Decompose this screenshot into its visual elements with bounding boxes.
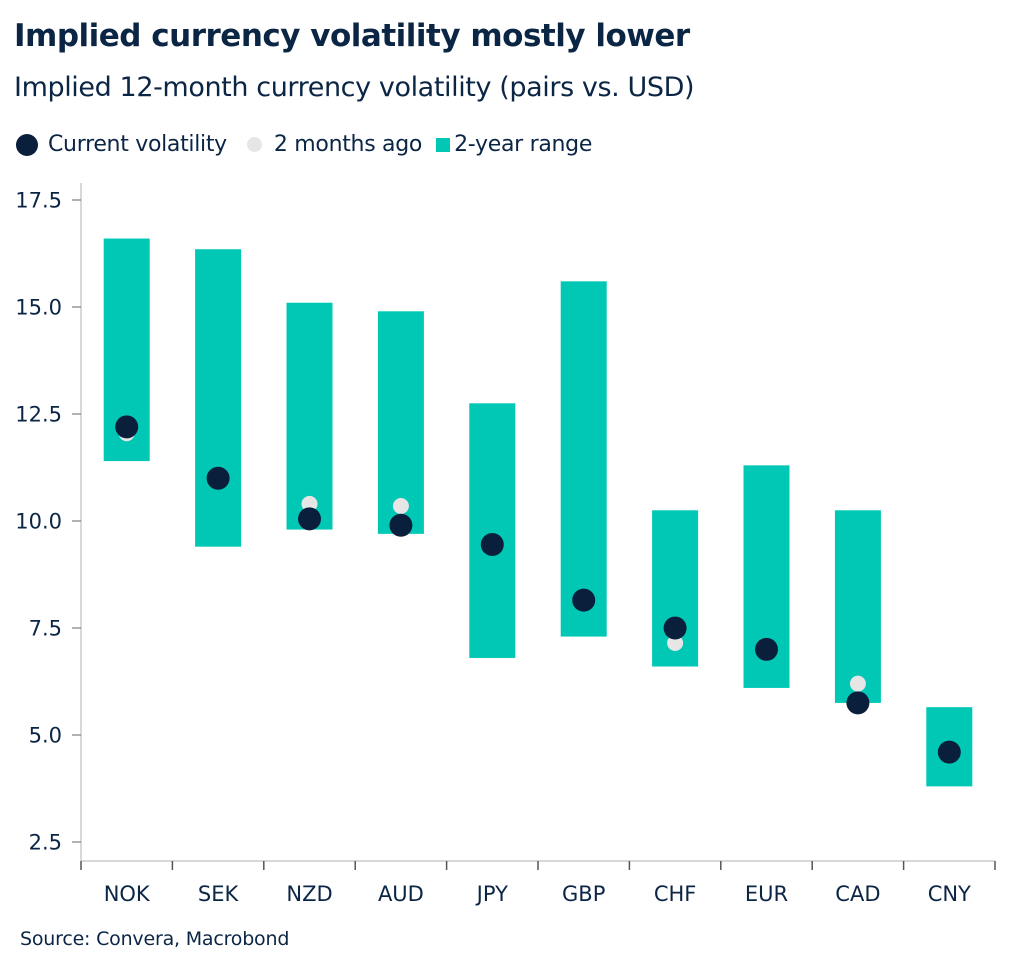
range-bar-cad bbox=[834, 510, 881, 703]
chart-title: Implied currency volatility mostly lower bbox=[14, 18, 690, 54]
source-note: Source: Convera, Macrobond bbox=[20, 928, 290, 950]
dark-circle-icon bbox=[16, 133, 38, 156]
current-dot-sek bbox=[206, 466, 230, 490]
range-bar-gbp bbox=[560, 281, 607, 637]
y-tick-label: 15.0 bbox=[15, 296, 62, 320]
current-dot-cad bbox=[846, 691, 870, 715]
range-bar-aud bbox=[377, 311, 424, 534]
legend: Current volatility 2 months ago 2-year r… bbox=[16, 132, 592, 157]
x-tick-label-nok: NOK bbox=[104, 882, 151, 906]
x-tick-label-nzd: NZD bbox=[286, 882, 332, 906]
legend-label-current: Current volatility bbox=[48, 132, 227, 157]
y-tick-label: 12.5 bbox=[15, 403, 62, 427]
current-dot-jpy bbox=[480, 533, 504, 557]
two-months-ago-dot-nzd bbox=[301, 495, 318, 512]
current-dot-eur bbox=[755, 637, 778, 661]
current-dot-nzd bbox=[298, 507, 321, 531]
x-tick-label-chf: CHF bbox=[654, 882, 697, 906]
two-months-ago-dot-cad bbox=[849, 675, 866, 692]
legend-item-two-months-ago: 2 months ago bbox=[241, 132, 422, 157]
x-tick-label-sek: SEK bbox=[198, 882, 240, 906]
teal-square-icon bbox=[436, 137, 451, 152]
chart-subtitle: Implied 12-month currency volatility (pa… bbox=[14, 72, 695, 103]
x-tick-label-aud: AUD bbox=[378, 882, 424, 906]
y-tick-label: 2.5 bbox=[29, 831, 62, 855]
legend-label-two-months-ago: 2 months ago bbox=[273, 132, 423, 157]
current-dot-nok bbox=[115, 415, 139, 439]
two-months-ago-dot-chf bbox=[667, 634, 684, 651]
legend-item-current: Current volatility bbox=[16, 132, 227, 157]
current-dot-aud bbox=[389, 513, 413, 537]
light-circle-icon bbox=[246, 137, 262, 152]
two-months-ago-dot-aud bbox=[392, 498, 409, 515]
legend-item-range: 2-year range bbox=[436, 132, 592, 157]
legend-label-range: 2-year range bbox=[454, 132, 593, 157]
range-bar-nzd bbox=[286, 302, 333, 530]
x-tick-label-cny: CNY bbox=[928, 882, 971, 906]
y-tick-label: 10.0 bbox=[15, 510, 62, 534]
range-bars bbox=[103, 238, 973, 787]
axes: 2.5 5.0 7.5 10.0 12.5 15.0 17.5 NOK SEK NZD AUD JPY… bbox=[15, 183, 996, 906]
current-dot-gbp bbox=[572, 588, 596, 612]
x-tick-label-eur: EUR bbox=[745, 882, 788, 906]
current-dot-chf bbox=[663, 616, 687, 640]
y-tick-label: 17.5 bbox=[15, 189, 62, 213]
range-bar-sek bbox=[195, 249, 242, 547]
current-dot-cny bbox=[937, 740, 961, 764]
current-dots bbox=[115, 415, 961, 764]
range-bar-jpy bbox=[469, 403, 516, 658]
y-tick-label: 7.5 bbox=[29, 617, 62, 641]
x-tick-label-cad: CAD bbox=[835, 882, 880, 906]
x-tick-label-jpy: JPY bbox=[475, 882, 508, 906]
y-tick-label: 5.0 bbox=[29, 724, 62, 748]
x-tick-label-gbp: GBP bbox=[562, 882, 605, 906]
two-months-ago-dots bbox=[118, 425, 958, 761]
